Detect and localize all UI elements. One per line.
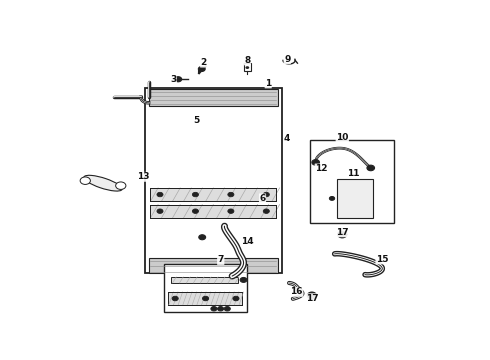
Circle shape xyxy=(177,78,180,80)
Circle shape xyxy=(263,209,270,213)
Text: 1: 1 xyxy=(265,79,271,88)
Circle shape xyxy=(193,192,198,197)
Circle shape xyxy=(331,198,333,199)
Text: 13: 13 xyxy=(137,172,149,181)
Circle shape xyxy=(157,209,163,213)
Text: 9: 9 xyxy=(284,55,291,64)
Bar xyxy=(172,277,238,283)
Circle shape xyxy=(263,192,270,197)
Circle shape xyxy=(312,159,319,165)
Bar xyxy=(164,264,247,312)
Circle shape xyxy=(338,231,347,238)
Text: 16: 16 xyxy=(291,287,303,296)
Circle shape xyxy=(367,165,374,171)
Circle shape xyxy=(245,66,249,69)
Circle shape xyxy=(218,307,223,311)
Circle shape xyxy=(193,209,198,213)
Text: 8: 8 xyxy=(244,56,250,65)
Circle shape xyxy=(224,307,230,311)
Text: 7: 7 xyxy=(218,256,224,265)
Bar xyxy=(168,292,242,305)
Text: 3: 3 xyxy=(170,75,176,84)
Circle shape xyxy=(228,192,234,197)
Bar xyxy=(145,87,281,273)
Circle shape xyxy=(220,308,222,310)
Text: 4: 4 xyxy=(284,134,291,143)
Text: 17: 17 xyxy=(306,294,318,303)
Circle shape xyxy=(202,296,209,301)
Text: 6: 6 xyxy=(259,194,266,203)
Bar xyxy=(150,204,276,218)
Circle shape xyxy=(329,197,335,201)
Text: 10: 10 xyxy=(336,133,348,142)
Ellipse shape xyxy=(116,182,126,189)
Text: 2: 2 xyxy=(200,58,207,67)
Bar xyxy=(337,179,373,218)
Ellipse shape xyxy=(80,177,90,184)
Text: 14: 14 xyxy=(241,238,254,247)
Circle shape xyxy=(172,296,178,301)
Circle shape xyxy=(157,192,163,197)
Text: 15: 15 xyxy=(376,255,389,264)
Circle shape xyxy=(175,77,182,82)
Circle shape xyxy=(211,307,217,311)
Circle shape xyxy=(198,67,205,72)
Circle shape xyxy=(228,209,234,213)
Circle shape xyxy=(201,236,204,238)
Circle shape xyxy=(310,294,314,297)
Circle shape xyxy=(233,296,239,301)
Bar xyxy=(150,188,276,201)
Bar xyxy=(310,140,393,223)
Bar xyxy=(244,63,251,72)
Circle shape xyxy=(226,308,228,310)
Text: 17: 17 xyxy=(336,228,348,237)
Circle shape xyxy=(199,235,206,240)
Ellipse shape xyxy=(84,175,122,191)
Bar xyxy=(148,89,278,105)
Bar xyxy=(148,258,278,273)
Circle shape xyxy=(240,278,247,283)
Text: 11: 11 xyxy=(347,169,360,178)
Text: 12: 12 xyxy=(315,164,328,173)
Text: 5: 5 xyxy=(193,116,199,125)
Circle shape xyxy=(341,233,344,236)
Circle shape xyxy=(213,308,215,310)
Circle shape xyxy=(307,292,317,299)
